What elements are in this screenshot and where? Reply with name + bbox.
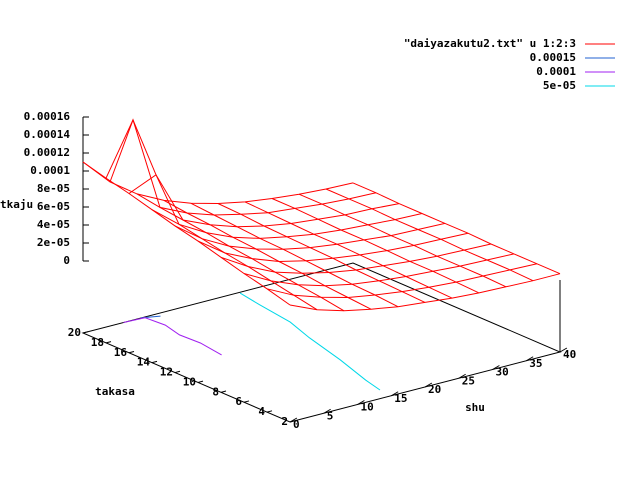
x-tick-label: 30 bbox=[496, 366, 509, 379]
x-tick-label: 0 bbox=[293, 418, 300, 431]
contour-line bbox=[123, 317, 222, 356]
surface-column bbox=[136, 193, 345, 312]
surface-column bbox=[298, 193, 507, 288]
y-tick bbox=[243, 400, 250, 403]
x-tick-label: 35 bbox=[529, 357, 542, 370]
z-tick-label: 6e-05 bbox=[37, 200, 70, 213]
legend-label: 0.0001 bbox=[536, 65, 576, 78]
surface-column bbox=[271, 198, 480, 294]
surface-row bbox=[82, 161, 354, 205]
x-tick bbox=[559, 347, 568, 353]
x-tick bbox=[424, 382, 433, 388]
y-tick-label: 10 bbox=[183, 375, 196, 388]
z-tick-label: 0 bbox=[63, 254, 70, 267]
x-tick bbox=[492, 365, 500, 370]
y-tick-label: 4 bbox=[258, 405, 265, 418]
x-tick-label: 15 bbox=[394, 392, 407, 405]
z-axis-label: tkaju bbox=[0, 198, 33, 211]
contour-line bbox=[239, 292, 381, 391]
y-tick-label: 14 bbox=[137, 356, 151, 369]
surface-column bbox=[244, 201, 453, 299]
x-tick bbox=[323, 408, 331, 414]
y-tick-label: 6 bbox=[235, 395, 242, 408]
z-tick-label: 0.00014 bbox=[24, 128, 71, 141]
surface-column bbox=[217, 203, 426, 303]
legend-label: "daiyazakutu2.txt" u 1:2:3 bbox=[404, 37, 576, 50]
z-tick-label: 4e-05 bbox=[37, 218, 70, 231]
y-tick bbox=[220, 390, 227, 393]
y-tick-label: 20 bbox=[68, 326, 81, 339]
x-tick bbox=[357, 400, 365, 405]
surface-row bbox=[105, 118, 377, 216]
x-tick bbox=[458, 373, 466, 379]
surface-row bbox=[289, 273, 561, 312]
y-tick bbox=[82, 331, 89, 334]
y-tick-label: 8 bbox=[212, 385, 219, 398]
surface-column bbox=[190, 202, 399, 308]
x-tick bbox=[525, 356, 534, 362]
surface-column bbox=[163, 199, 372, 310]
y-tick bbox=[266, 410, 273, 413]
surface-row bbox=[266, 263, 538, 299]
surface-column bbox=[109, 118, 318, 311]
y-tick bbox=[151, 360, 158, 364]
y-tick bbox=[174, 370, 181, 374]
legend-label: 0.00015 bbox=[530, 51, 576, 64]
y-tick bbox=[197, 380, 204, 383]
y-tick bbox=[105, 341, 112, 344]
x-tick bbox=[390, 391, 399, 397]
z-tick-label: 0.0001 bbox=[30, 164, 70, 177]
x-tick-label: 5 bbox=[327, 409, 334, 422]
x-tick-label: 20 bbox=[428, 383, 441, 396]
z-tick-label: 2e-05 bbox=[37, 236, 70, 249]
y-axis-label: takasa bbox=[95, 385, 135, 398]
x-axis-label: shu bbox=[465, 401, 485, 414]
z-tick-label: 0.00016 bbox=[24, 110, 71, 123]
surface-row bbox=[220, 243, 492, 274]
legend-label: 5e-05 bbox=[543, 79, 576, 92]
surface-column bbox=[352, 182, 561, 275]
y-tick-label: 18 bbox=[91, 336, 104, 349]
y-tick-label: 16 bbox=[114, 346, 128, 359]
x-tick-label: 10 bbox=[361, 401, 374, 414]
base-frame bbox=[81, 262, 562, 423]
z-tick-label: 0.00012 bbox=[24, 146, 70, 159]
surface-column bbox=[325, 188, 534, 282]
x-tick-label: 40 bbox=[563, 348, 576, 361]
y-tick bbox=[128, 350, 135, 354]
y-tick-label: 12 bbox=[160, 366, 173, 379]
surface-column bbox=[82, 161, 291, 306]
y-tick bbox=[289, 420, 296, 423]
y-tick-label: 2 bbox=[281, 415, 288, 428]
x-tick-label: 25 bbox=[462, 374, 475, 387]
z-tick-label: 8e-05 bbox=[37, 182, 70, 195]
